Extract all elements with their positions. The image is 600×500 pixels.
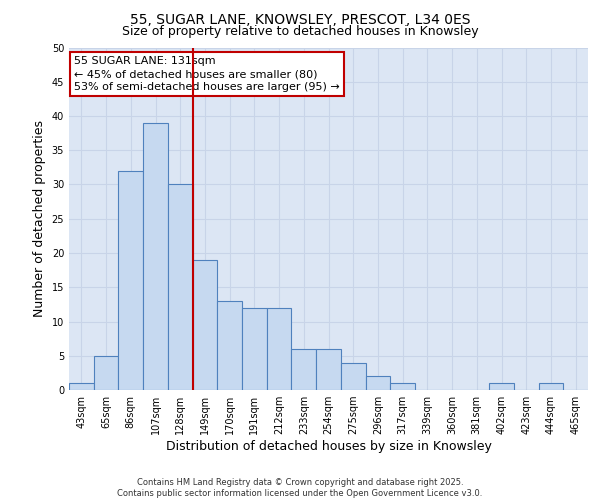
Text: 55, SUGAR LANE, KNOWSLEY, PRESCOT, L34 0ES: 55, SUGAR LANE, KNOWSLEY, PRESCOT, L34 0… [130, 12, 470, 26]
Bar [217, 301, 242, 390]
Bar [539, 383, 563, 390]
Bar [365, 376, 390, 390]
X-axis label: Distribution of detached houses by size in Knowsley: Distribution of detached houses by size … [166, 440, 491, 453]
Text: 55 SUGAR LANE: 131sqm
← 45% of detached houses are smaller (80)
53% of semi-deta: 55 SUGAR LANE: 131sqm ← 45% of detached … [74, 56, 340, 92]
Bar [118, 171, 143, 390]
Bar [143, 123, 168, 390]
Bar [69, 383, 94, 390]
Bar [168, 184, 193, 390]
Bar [489, 383, 514, 390]
Bar [267, 308, 292, 390]
Text: Size of property relative to detached houses in Knowsley: Size of property relative to detached ho… [122, 25, 478, 38]
Bar [292, 349, 316, 390]
Bar [242, 308, 267, 390]
Bar [193, 260, 217, 390]
Bar [341, 362, 365, 390]
Y-axis label: Number of detached properties: Number of detached properties [33, 120, 46, 318]
Bar [390, 383, 415, 390]
Bar [316, 349, 341, 390]
Bar [94, 356, 118, 390]
Text: Contains HM Land Registry data © Crown copyright and database right 2025.
Contai: Contains HM Land Registry data © Crown c… [118, 478, 482, 498]
